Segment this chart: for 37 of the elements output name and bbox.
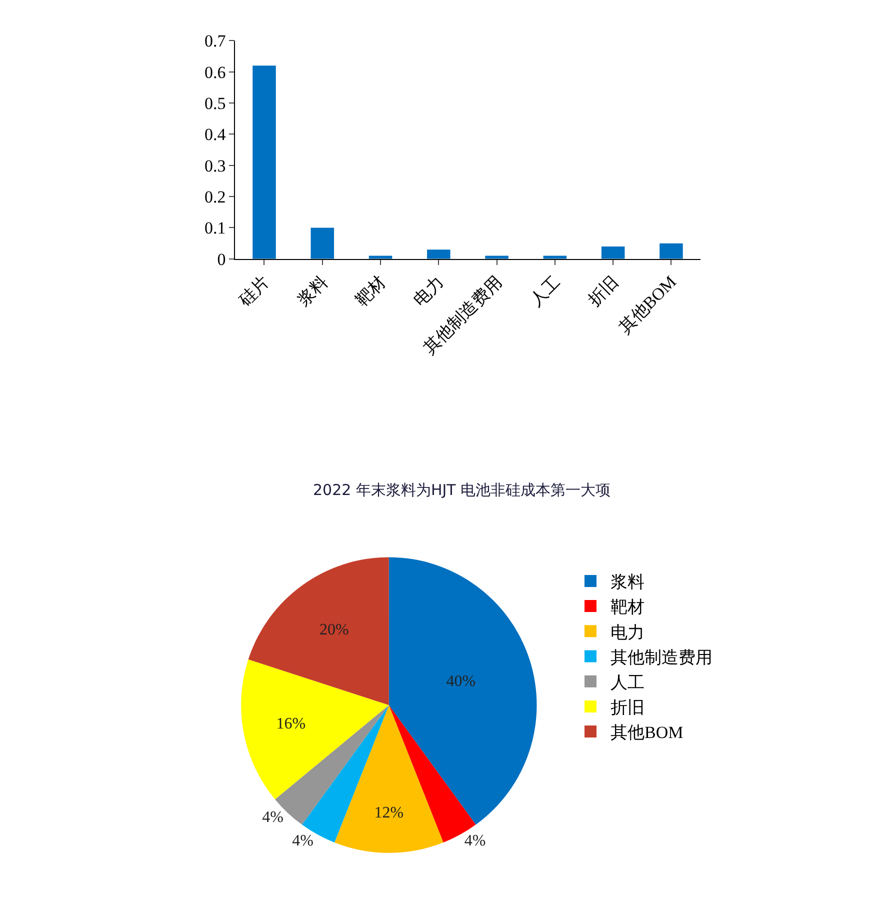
legend-label: 人工: [610, 672, 645, 692]
legend-label: 其他制造费用: [610, 648, 713, 667]
x-tick-label: 人工: [526, 272, 564, 310]
legend-label: 靶材: [610, 598, 645, 617]
y-tick-label: 0.1: [204, 218, 226, 238]
y-tick-label: 0.5: [204, 94, 226, 113]
x-tick-label: 折旧: [584, 272, 622, 310]
y-tick-label: 0: [217, 250, 226, 269]
y-tick-label: 0.7: [204, 32, 226, 51]
y-tick-label: 0.3: [204, 156, 226, 176]
legend-label: 浆料: [610, 572, 645, 592]
x-tick-label: 靶材: [352, 272, 390, 310]
data-label: 12%: [374, 804, 404, 822]
chart-title: 2022 年末浆料为HJT 电池非硅成本第一大项: [313, 481, 611, 499]
data-label: 40%: [446, 673, 476, 690]
pie-slice: [248, 557, 389, 706]
bar: [601, 246, 625, 259]
y-tick-label: 0.6: [204, 62, 226, 82]
pie-slice: [334, 705, 444, 853]
data-label: 4%: [464, 832, 486, 850]
x-tick-label: 电力: [410, 272, 448, 310]
bar: [252, 66, 276, 259]
legend-label: 其他BOM: [610, 723, 684, 742]
pie-slice: [241, 659, 389, 800]
bar: [660, 243, 683, 259]
data-label: 4%: [262, 808, 284, 826]
x-tick-label: 硅片: [234, 272, 274, 310]
data-label: 20%: [320, 621, 349, 638]
bar: [427, 250, 450, 259]
data-label: 4%: [292, 832, 314, 850]
bar: [310, 228, 334, 259]
y-tick-label: 0.2: [204, 188, 226, 207]
y-tick-label: 0.4: [204, 125, 226, 144]
x-tick-label: 浆料: [294, 272, 332, 310]
legend-label: 电力: [610, 622, 645, 642]
legend-label: 折旧: [610, 698, 645, 718]
data-label: 16%: [276, 715, 306, 732]
